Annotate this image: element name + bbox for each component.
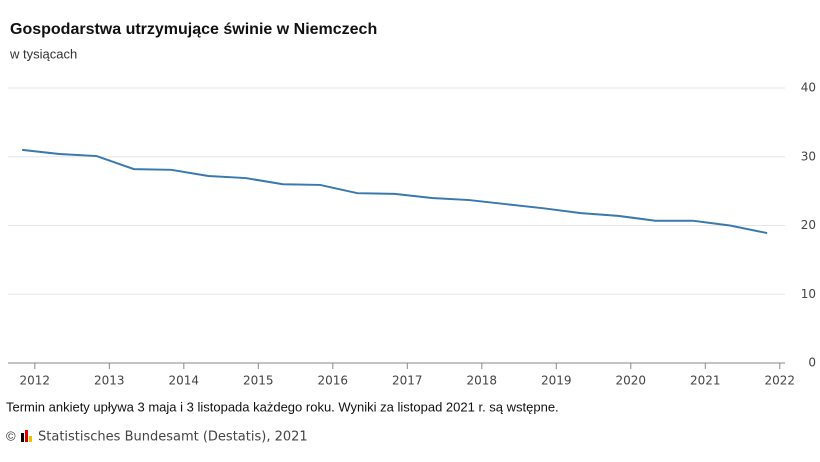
x-tick-label: 2016	[318, 374, 349, 388]
note: Termin ankiety upływa 3 maja i 3 listopa…	[6, 399, 559, 414]
x-tick-label: 2015	[243, 374, 274, 388]
x-tick-label: 2018	[467, 374, 498, 388]
x-tick-label: 2014	[169, 374, 200, 388]
copyright: ©	[6, 428, 16, 443]
y-tick-label: 10	[801, 287, 816, 301]
source: Statistisches Bundesamt (Destatis), 2021	[38, 430, 308, 445]
x-tick-label: 2017	[392, 374, 423, 388]
x-tick-label: 2019	[541, 374, 572, 388]
x-tick-label: 2021	[690, 374, 721, 388]
y-tick-label: 40	[801, 81, 816, 95]
x-tick-label: 2022	[765, 374, 796, 388]
x-tick-label: 2012	[20, 374, 51, 388]
logo	[21, 430, 32, 442]
x-tick-label: 2020	[616, 374, 647, 388]
x-tick-label: 2013	[94, 374, 125, 388]
chart-subtitle: w tysiącach	[9, 46, 77, 61]
y-tick-label: 0	[808, 356, 816, 370]
data-line	[22, 148, 768, 235]
chart-title: Gospodarstwa utrzymujące świnie w Niemcz…	[10, 21, 377, 38]
y-tick-label: 20	[801, 218, 816, 232]
y-tick-label: 30	[801, 149, 816, 163]
